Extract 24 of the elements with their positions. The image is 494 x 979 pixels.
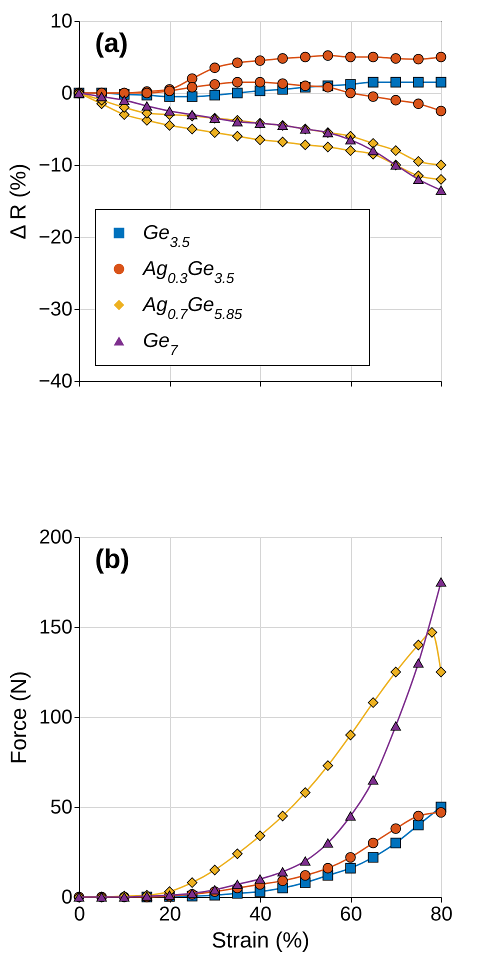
y-tick-label: 150	[39, 616, 72, 638]
y-tick-label: 50	[50, 796, 72, 818]
x-tick-label: 20	[158, 904, 182, 926]
legend-label: Ge$_{3.5}$	[143, 222, 191, 251]
x-tick-label: 80	[430, 904, 453, 926]
y-tick-label: −10	[38, 154, 72, 176]
y-tick-label: −40	[38, 370, 72, 392]
annotation: (a)	[95, 28, 128, 58]
x-tick-label: 60	[340, 904, 362, 926]
y-tick-label: −30	[38, 298, 72, 320]
y-tick-label: −20	[38, 226, 72, 248]
legend-label: Ag$_{0.3}$Ge$_{3.5}$	[142, 258, 236, 287]
annotation: (b)	[95, 544, 130, 574]
y-tick-label: 0	[61, 886, 72, 908]
legend-label: Ag$_{0.7}$Ge$_{5.85}$	[142, 294, 244, 323]
y-axis-title: Force (N)	[6, 671, 32, 764]
y-tick-label: 10	[50, 10, 72, 32]
legend-label: Ge$_{7}$	[143, 330, 179, 359]
y-axis-title: Δ R (%)	[6, 164, 31, 240]
y-tick-label: 100	[39, 706, 72, 728]
y-tick-label: 200	[39, 526, 72, 548]
x-axis-title: Strain (%)	[212, 928, 310, 952]
y-tick-label: 0	[61, 82, 72, 104]
x-tick-label: 40	[249, 904, 272, 926]
